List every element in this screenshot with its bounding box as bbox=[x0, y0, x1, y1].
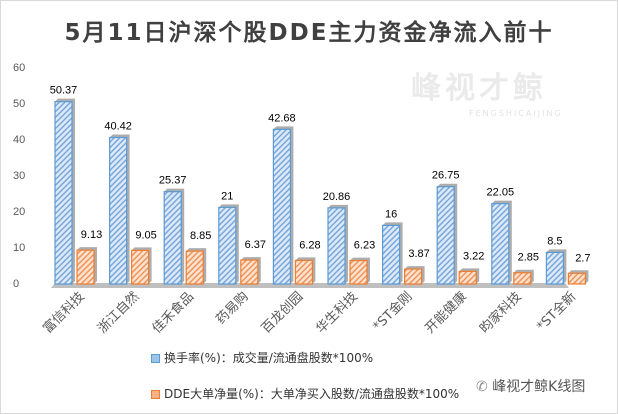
brand-text: 峰视才鲸K线图 bbox=[492, 379, 586, 395]
y-tick-label: 0 bbox=[13, 278, 19, 290]
bar-3d-side bbox=[109, 134, 130, 284]
x-tick-label: 开能健康 bbox=[422, 289, 470, 337]
data-label: 2.7 bbox=[575, 252, 590, 264]
bar-dde bbox=[458, 270, 477, 285]
data-label: 8.5 bbox=[547, 235, 562, 247]
data-label: 22.05 bbox=[487, 187, 515, 199]
data-label: 26.75 bbox=[432, 170, 460, 182]
bar-3d-side bbox=[164, 188, 185, 284]
bar-3d-side bbox=[328, 204, 348, 284]
bar-dde bbox=[513, 272, 532, 285]
bar-dde bbox=[131, 249, 150, 285]
bar-turnover bbox=[218, 206, 237, 285]
bar-dde bbox=[240, 259, 259, 285]
data-label: 21 bbox=[221, 190, 233, 202]
bar-turnover bbox=[54, 101, 73, 285]
bar-3d-side bbox=[491, 200, 512, 284]
data-label: 2.85 bbox=[518, 252, 539, 264]
data-label: 20.86 bbox=[323, 191, 351, 203]
bar-3d-side bbox=[437, 183, 458, 284]
bar-3d-side bbox=[218, 204, 239, 284]
y-tick-label: 10 bbox=[13, 242, 25, 254]
data-label: 6.28 bbox=[299, 239, 320, 251]
x-tick-label: 佳禾食品 bbox=[149, 289, 197, 337]
bar-dde bbox=[349, 259, 368, 285]
data-label: 9.05 bbox=[135, 229, 156, 241]
bar-dde bbox=[567, 272, 587, 285]
data-label: 42.68 bbox=[268, 112, 296, 124]
bar-3d-side bbox=[459, 268, 480, 284]
bar-dde bbox=[185, 250, 204, 285]
bar-3d-side bbox=[186, 248, 207, 284]
bar-turnover bbox=[327, 207, 346, 285]
data-label: 50.37 bbox=[50, 85, 78, 97]
bar-3d-side bbox=[131, 247, 152, 284]
bar-turnover bbox=[436, 186, 455, 285]
x-tick-label: 昀家科技 bbox=[477, 289, 525, 337]
bar-3d-side bbox=[77, 247, 97, 284]
brand-label: ✆ 峰视才鲸K线图 bbox=[476, 376, 585, 396]
y-tick-label: 40 bbox=[13, 134, 25, 146]
legend-item-dde: DDE大单净量(%)：大单净买入股数/流通盘股数*100% bbox=[151, 385, 459, 402]
data-label: 16 bbox=[385, 208, 397, 220]
data-label: 25.37 bbox=[159, 175, 187, 187]
x-tick-label: 药易购 bbox=[213, 289, 252, 328]
data-label: 3.87 bbox=[408, 248, 429, 260]
legend-label: 换手率(%)：成交量/流通盘股数*100% bbox=[164, 351, 374, 365]
x-tick-label: 富信科技 bbox=[40, 289, 88, 337]
bar-turnover bbox=[382, 224, 401, 285]
legend-swatch-orange bbox=[151, 390, 160, 399]
wechat-icon: ✆ bbox=[476, 379, 493, 395]
bar-turnover bbox=[545, 251, 565, 285]
bar-turnover bbox=[491, 203, 510, 285]
y-tick-label: 60 bbox=[13, 62, 25, 74]
legend-swatch-blue bbox=[151, 354, 160, 363]
x-tick-label: *ST金刚 bbox=[370, 289, 416, 335]
bar-dde bbox=[76, 249, 95, 285]
x-tick-label: 百龙创园 bbox=[259, 289, 306, 336]
watermark-subtext: FENGSHICAIJING bbox=[469, 109, 563, 118]
bar-dde bbox=[294, 259, 313, 285]
bar-3d-side bbox=[382, 222, 403, 284]
data-label: 9.13 bbox=[81, 229, 102, 241]
y-tick-label: 20 bbox=[13, 206, 25, 218]
y-tick-label: 50 bbox=[13, 98, 25, 110]
x-tick-label: *ST全新 bbox=[533, 289, 579, 335]
bar-turnover bbox=[108, 136, 128, 285]
data-label: 40.42 bbox=[104, 120, 132, 132]
data-label: 6.23 bbox=[354, 240, 375, 252]
bar-3d-side bbox=[404, 266, 425, 284]
bar-3d-side bbox=[273, 126, 294, 285]
bar-turnover bbox=[272, 128, 291, 285]
legend-item-turnover: 换手率(%)：成交量/流通盘股数*100% bbox=[151, 349, 373, 366]
x-tick-label: 华生科技 bbox=[313, 289, 360, 336]
bar-3d-side bbox=[55, 98, 75, 284]
y-tick-label: 30 bbox=[13, 170, 25, 182]
x-tick-label: 浙江自然 bbox=[94, 289, 142, 337]
data-label: 3.22 bbox=[463, 250, 484, 262]
legend-label: DDE大单净量(%)：大单净买入股数/流通盘股数*100% bbox=[164, 387, 460, 401]
bar-turnover bbox=[163, 191, 182, 285]
data-label: 6.37 bbox=[245, 239, 266, 251]
chart-title: 5月11日沪深个股DDE主力资金净流入前十 bbox=[64, 20, 554, 46]
watermark: 峰视才鲸 bbox=[411, 71, 547, 106]
data-label: 8.85 bbox=[190, 230, 211, 242]
bar-3d-side bbox=[546, 249, 567, 284]
bar-dde bbox=[404, 268, 423, 285]
